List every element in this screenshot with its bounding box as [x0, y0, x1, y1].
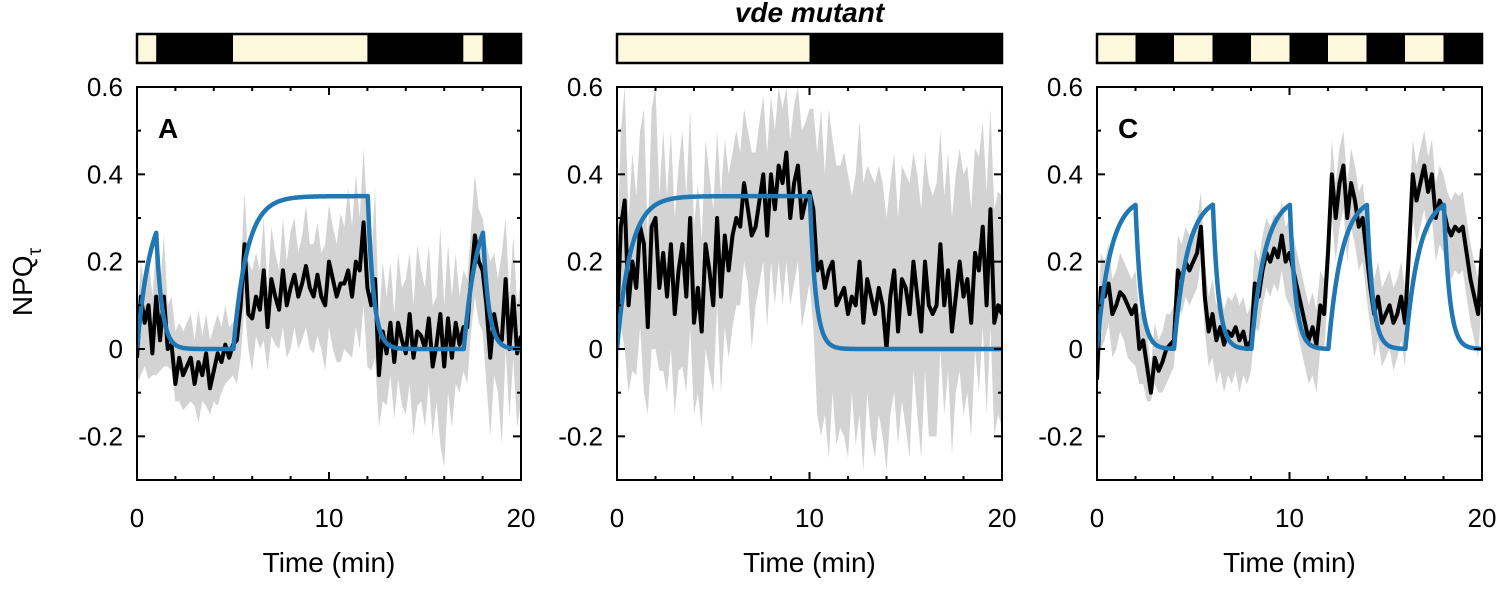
- panel-letter: A: [158, 113, 178, 144]
- schedule-segment-light: [1405, 34, 1444, 63]
- model-series-line: [137, 193, 521, 352]
- panel-letter: C: [1118, 113, 1138, 144]
- schedule-segment-dark: [1212, 34, 1251, 63]
- x-axis-title: Time (min): [743, 547, 876, 578]
- plot-area: [617, 87, 1002, 472]
- schedule-segment-light: [617, 34, 810, 63]
- axis-ticks: [616, 86, 1003, 481]
- schedule-segment-dark: [1366, 34, 1405, 63]
- schedule-segment-light: [1328, 34, 1367, 63]
- x-tick-label: 20: [1468, 503, 1497, 533]
- x-tick-label: 10: [795, 503, 824, 533]
- y-tick-label: 0.6: [87, 72, 123, 102]
- measured-series-line: [617, 150, 1002, 351]
- y-tick-label: 0: [109, 334, 123, 364]
- light-schedule-bar: [1095, 32, 1484, 65]
- schedule-bar-frame: [1095, 32, 1484, 65]
- y-axis-title-text: NPQ: [7, 255, 38, 316]
- schedule-segment-light: [463, 34, 483, 63]
- plot-area: [137, 148, 521, 467]
- schedule-segment-dark: [367, 34, 464, 63]
- y-tick-label: -0.2: [1038, 421, 1083, 451]
- x-tick-label: 0: [610, 503, 624, 533]
- x-tick-label: 20: [507, 503, 536, 533]
- y-tick-label: 0.4: [87, 159, 123, 189]
- x-tick-label: 20: [988, 503, 1017, 533]
- y-tick-label: 0.4: [1047, 159, 1083, 189]
- panel-a: 0 10 20 -0.2 0 0.2 0.4 0.6 Time (min) A: [78, 32, 536, 578]
- schedule-bar-frame: [615, 32, 1004, 65]
- panel-b: vde mutant 0 10 20 -0.2 0 0.2 0.4 0.6 Time (min): [558, 0, 1016, 578]
- y-tick-label: 0: [1069, 334, 1083, 364]
- x-tick-label: 10: [1275, 503, 1304, 533]
- uncertainty-band: [1097, 130, 1482, 402]
- schedule-segment-light: [233, 34, 368, 63]
- x-axis-title: Time (min): [263, 547, 396, 578]
- schedule-segment-light: [137, 34, 157, 63]
- panel-title: vde mutant: [735, 0, 886, 28]
- model-series-line: [1097, 202, 1482, 352]
- schedule-segment-dark: [1443, 34, 1482, 63]
- y-tick-label: 0: [589, 334, 603, 364]
- y-tick-label: 0.2: [87, 247, 123, 277]
- model-series-line: [617, 193, 1002, 352]
- schedule-segment-light: [1174, 34, 1213, 63]
- y-tick-label: 0.6: [1047, 72, 1083, 102]
- light-schedule-bar: [615, 32, 1004, 65]
- y-tick-label: 0.6: [567, 72, 603, 102]
- x-tick-label: 10: [315, 503, 344, 533]
- schedule-segment-light: [1251, 34, 1290, 63]
- plot-area: [1097, 130, 1482, 402]
- uncertainty-band: [137, 148, 521, 467]
- schedule-segment-light: [1097, 34, 1136, 63]
- light-schedule-bar: [135, 32, 523, 65]
- schedule-segment-dark: [809, 34, 1002, 63]
- x-axis-title: Time (min): [1223, 547, 1356, 578]
- measured-series-line: [1097, 163, 1482, 395]
- schedule-bar-frame: [135, 32, 523, 65]
- y-tick-label: -0.2: [558, 421, 603, 451]
- x-tick-label: 0: [130, 503, 144, 533]
- x-tick-label: 0: [1090, 503, 1104, 533]
- y-axis-title: NPQτ: [7, 247, 46, 316]
- y-tick-label: -0.2: [78, 421, 123, 451]
- axis-ticks: [1096, 86, 1483, 481]
- y-axis-title-subscript: τ: [25, 247, 46, 255]
- axis-ticks: [136, 86, 522, 481]
- schedule-segment-dark: [482, 34, 521, 63]
- y-tick-label: 0.4: [567, 159, 603, 189]
- schedule-segment-dark: [1289, 34, 1328, 63]
- schedule-segment-dark: [1135, 34, 1174, 63]
- schedule-segment-dark: [156, 34, 233, 63]
- y-tick-label: 0.2: [567, 247, 603, 277]
- measured-series-line: [137, 220, 521, 391]
- uncertainty-band: [617, 87, 1002, 472]
- panel-c: 0 10 20 -0.2 0 0.2 0.4 0.6 Time (min) C: [1038, 32, 1497, 578]
- y-tick-label: 0.2: [1047, 247, 1083, 277]
